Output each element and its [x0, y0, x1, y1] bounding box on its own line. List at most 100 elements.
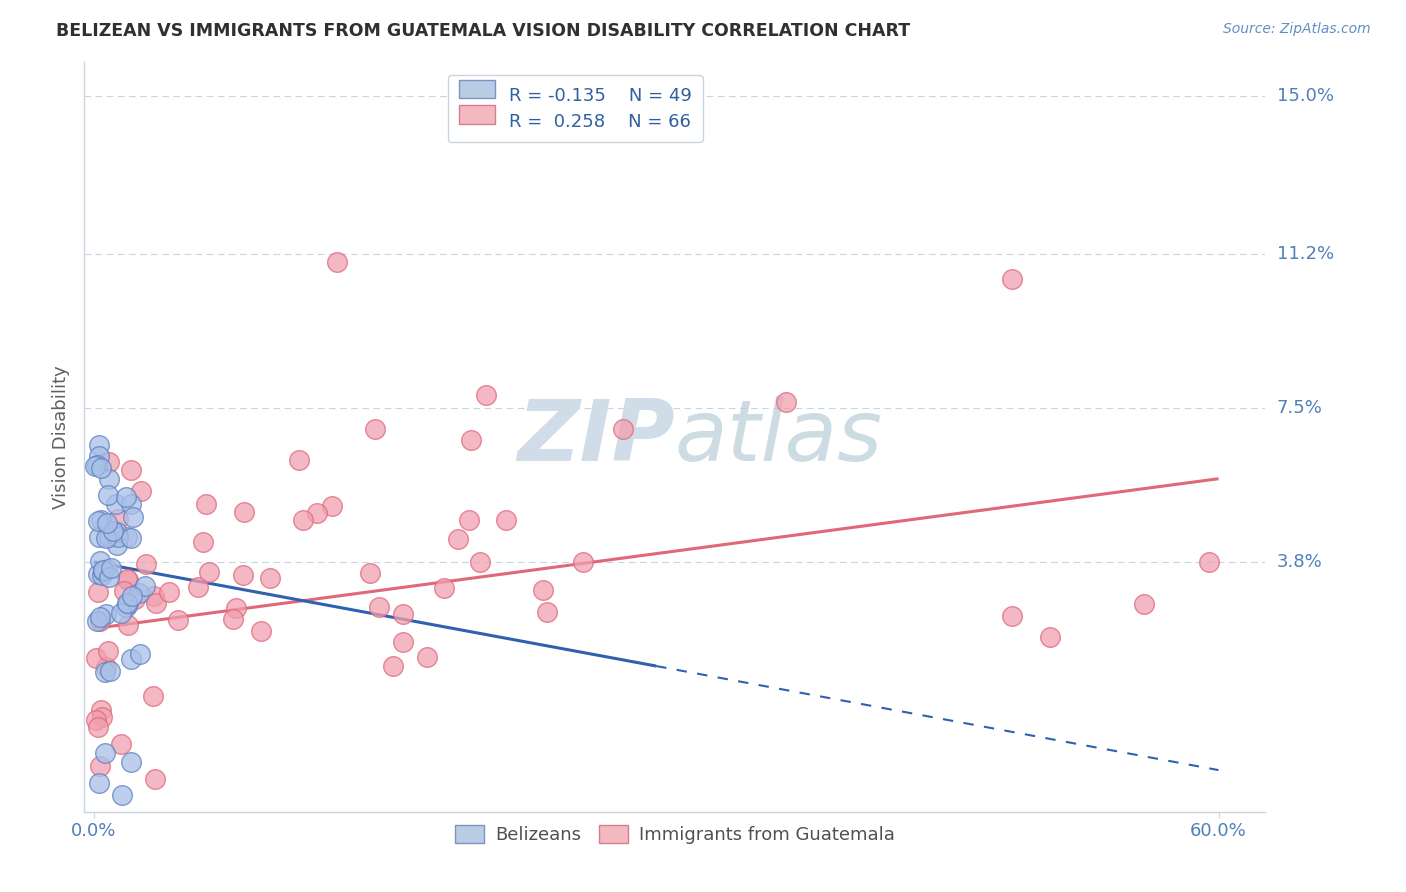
Point [364, 422, 387, 436]
Point [167, 613, 190, 627]
Point [392, 607, 415, 621]
Text: ZIP: ZIP [517, 395, 675, 479]
Point [142, 690, 165, 704]
Point [187, 580, 209, 594]
Point [1039, 630, 1062, 644]
Point [359, 566, 381, 580]
Point [134, 579, 156, 593]
Point [191, 535, 214, 549]
Point [142, 589, 165, 603]
Point [94, 665, 117, 680]
Point [83, 458, 105, 473]
Point [222, 612, 245, 626]
Point [94, 747, 117, 761]
Text: 11.2%: 11.2% [1277, 245, 1334, 263]
Point [100, 561, 122, 575]
Point [1001, 272, 1024, 286]
Point [97, 488, 120, 502]
Point [232, 567, 254, 582]
Text: 15.0%: 15.0% [1277, 87, 1333, 104]
Point [91, 710, 114, 724]
Point [115, 595, 138, 609]
Text: atlas: atlas [675, 395, 883, 479]
Point [87, 514, 110, 528]
Point [96, 607, 118, 622]
Point [94, 660, 117, 674]
Point [89, 703, 111, 717]
Point [533, 583, 555, 598]
Point [89, 530, 111, 544]
Point [536, 606, 558, 620]
Point [475, 388, 498, 402]
Point [94, 531, 117, 545]
Point [415, 649, 437, 664]
Point [90, 460, 112, 475]
Point [128, 586, 150, 600]
Point [122, 510, 145, 524]
Point [326, 255, 349, 269]
Point [120, 755, 142, 769]
Text: Source: ZipAtlas.com: Source: ZipAtlas.com [1223, 22, 1371, 37]
Point [117, 572, 139, 586]
Point [120, 531, 142, 545]
Point [115, 490, 138, 504]
Point [572, 555, 595, 569]
Text: 3.8%: 3.8% [1277, 553, 1322, 571]
Point [145, 596, 167, 610]
Point [287, 453, 309, 467]
Text: 7.5%: 7.5% [1277, 399, 1323, 417]
Point [107, 530, 129, 544]
Point [120, 463, 142, 477]
Point [84, 713, 107, 727]
Point [89, 775, 111, 789]
Point [1001, 609, 1024, 624]
Point [107, 512, 129, 526]
Point [112, 583, 135, 598]
Point [1132, 597, 1154, 611]
Point [89, 554, 111, 568]
Point [89, 615, 111, 629]
Point [89, 759, 111, 773]
Point [232, 505, 254, 519]
Point [225, 601, 247, 615]
Point [117, 597, 139, 611]
Point [91, 563, 114, 577]
Point [105, 524, 128, 539]
Point [392, 635, 415, 649]
Point [105, 497, 128, 511]
Point [197, 565, 219, 579]
Point [89, 449, 111, 463]
Point [96, 516, 118, 531]
Point [447, 532, 470, 546]
Point [468, 555, 491, 569]
Point [86, 567, 108, 582]
Point [292, 513, 315, 527]
Point [307, 506, 329, 520]
Point [157, 584, 180, 599]
Point [90, 513, 112, 527]
Point [259, 570, 281, 584]
Point [89, 609, 111, 624]
Point [115, 600, 138, 615]
Point [321, 499, 343, 513]
Point [129, 647, 152, 661]
Point [433, 581, 456, 595]
Point [101, 524, 124, 538]
Point [250, 624, 273, 639]
Legend: Belizeans, Immigrants from Guatemala: Belizeans, Immigrants from Guatemala [449, 818, 901, 851]
Point [86, 458, 108, 472]
Point [129, 484, 152, 499]
Point [117, 618, 139, 632]
Point [135, 558, 157, 572]
Point [117, 573, 139, 587]
Point [86, 614, 108, 628]
Point [195, 497, 218, 511]
Point [111, 788, 134, 802]
Point [97, 644, 120, 658]
Point [97, 530, 120, 544]
Point [120, 497, 142, 511]
Point [368, 599, 391, 614]
Point [84, 650, 107, 665]
Point [87, 720, 110, 734]
Point [105, 538, 128, 552]
